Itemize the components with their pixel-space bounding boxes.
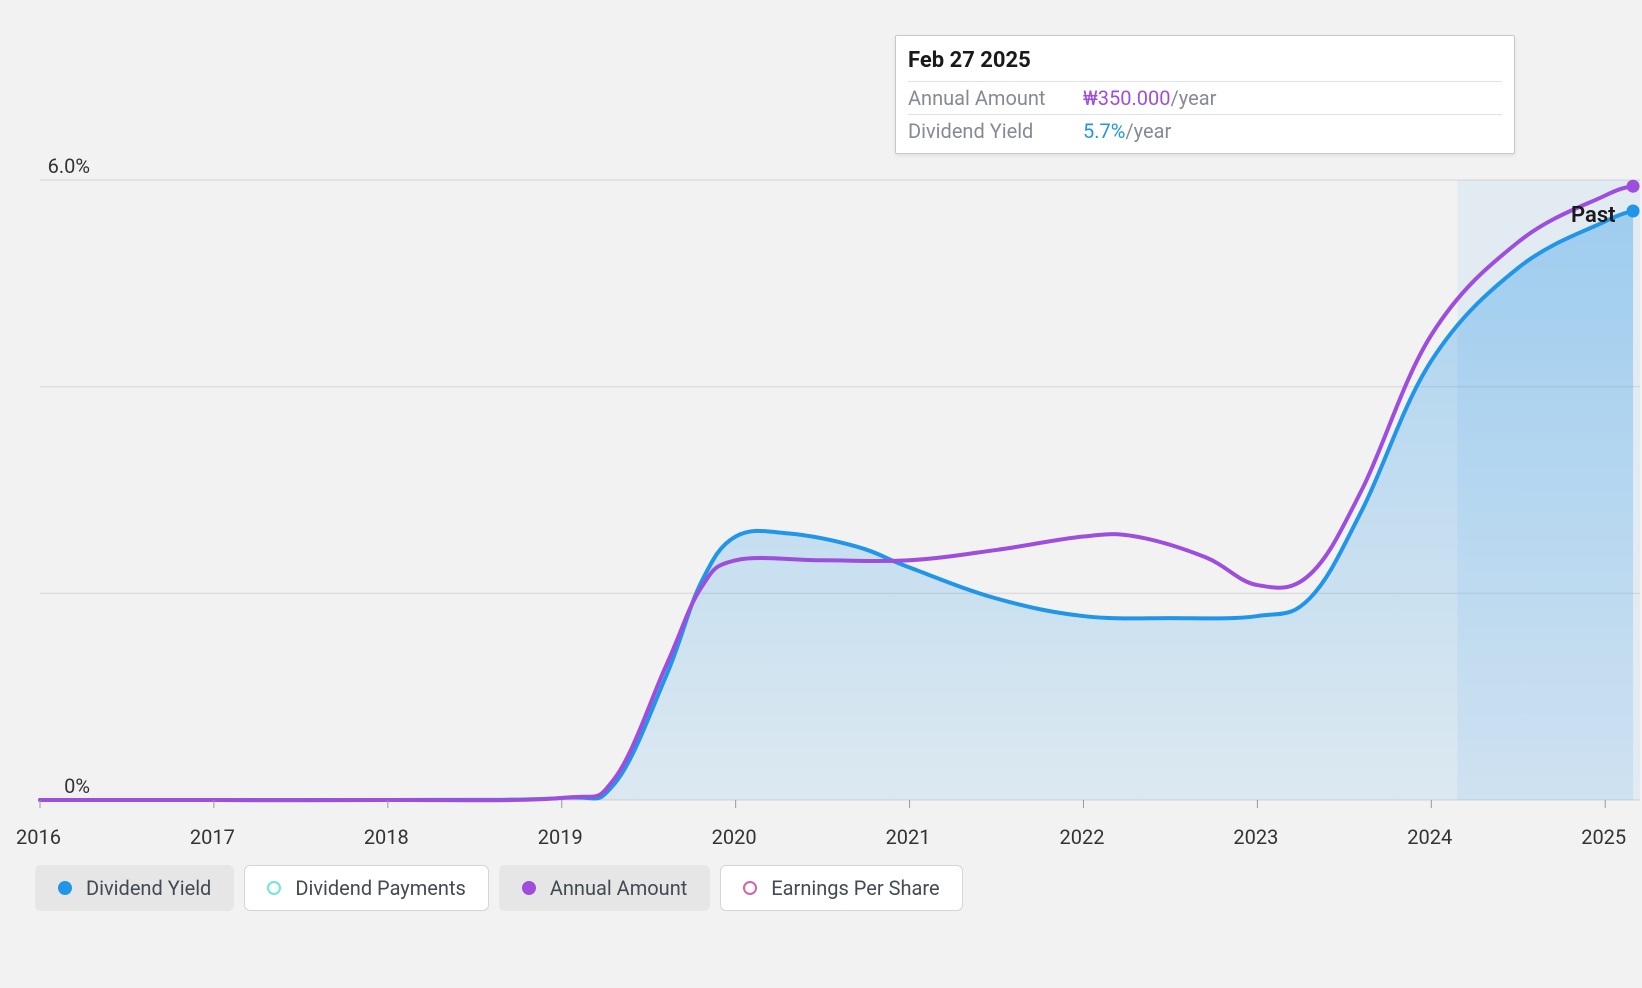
series-endpoint-marker	[1627, 180, 1640, 193]
x-axis-tick-label: 2025	[1581, 825, 1626, 849]
x-axis-tick-label: 2024	[1407, 825, 1452, 849]
x-axis-tick-label: 2016	[16, 825, 61, 849]
legend-dot-icon	[743, 881, 757, 895]
legend-item-label: Annual Amount	[550, 876, 687, 900]
series-endpoint-marker	[1627, 205, 1640, 218]
legend-dot-icon	[522, 881, 536, 895]
legend-item[interactable]: Annual Amount	[499, 865, 710, 911]
chart-plot-area[interactable]	[0, 0, 1642, 900]
x-axis-tick-label: 2022	[1059, 825, 1104, 849]
legend-item-label: Dividend Payments	[295, 876, 465, 900]
legend-item[interactable]: Earnings Per Share	[720, 865, 962, 911]
legend-dot-icon	[267, 881, 281, 895]
legend-item[interactable]: Dividend Payments	[244, 865, 488, 911]
legend-item-label: Dividend Yield	[86, 876, 211, 900]
legend-item[interactable]: Dividend Yield	[35, 865, 234, 911]
x-axis-tick-label: 2020	[712, 825, 757, 849]
chart-legend: Dividend Yield Dividend Payments Annual Am…	[35, 865, 963, 911]
chart-container: Feb 27 2025 Annual Amount₩350.000/yearDi…	[0, 0, 1642, 988]
x-axis-tick-label: 2019	[538, 825, 583, 849]
legend-item-label: Earnings Per Share	[771, 876, 939, 900]
x-axis-tick-label: 2017	[190, 825, 235, 849]
dividend-yield-area	[40, 211, 1633, 800]
legend-dot-icon	[58, 881, 72, 895]
x-axis-tick-label: 2023	[1233, 825, 1278, 849]
past-label: Past	[1571, 203, 1616, 228]
x-axis-tick-label: 2021	[886, 825, 931, 849]
x-axis-tick-label: 2018	[364, 825, 409, 849]
